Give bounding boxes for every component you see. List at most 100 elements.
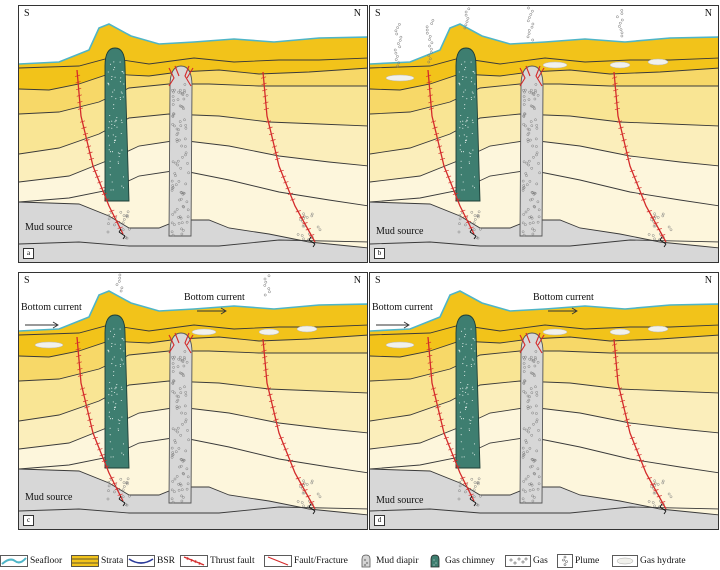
gas-dot [316,225,320,229]
diapir-dot [178,104,182,108]
gas-dot [122,485,126,488]
thrust-fault-tick [81,126,87,129]
diapir-dot [531,372,534,375]
chimney-dot [120,119,122,121]
diapir-dot [528,395,531,399]
gas-dot [302,504,305,508]
gas-hydrate [542,328,568,336]
plume-bubble [618,25,621,28]
diapir-dot [175,407,179,410]
diapir-dot [524,172,528,175]
chimney-dot [109,151,112,153]
strata-line [370,83,718,115]
bottom-current-arrowhead [571,307,578,315]
chimney-dot [474,72,476,74]
diapir-dot [528,447,532,450]
thrust-fault-tick [290,198,296,201]
diapir-dot [185,93,189,97]
gas-dot [458,480,462,484]
chimney-dot [459,388,461,390]
gas-dot [310,479,314,483]
chimney-dot [107,349,109,351]
diapir-dot [531,221,535,225]
chimney-dot [123,83,125,85]
diapir-dot [171,160,175,164]
diapir-dot [522,103,526,106]
strata-line [370,239,718,247]
gas-dot [113,223,116,227]
chimney-dot [473,454,476,456]
chimney-dot [113,141,115,143]
thrust-fault-tick [443,436,449,440]
diapir-dot [531,144,534,148]
thrust-fault-tick [646,210,652,213]
thrust-fault-tick [621,139,627,142]
thrust-fault-tick [87,418,93,421]
plume-bubble [620,18,624,22]
chimney-dot [462,123,464,126]
chimney-dot [120,344,122,346]
diapir-dot [535,391,539,394]
chimney-dot [464,371,466,373]
thrust-fault-tick [278,169,284,173]
diapir-dot [171,103,175,106]
chimney-dot [471,77,473,79]
diapir-dot [185,467,189,471]
chimney-dot [109,167,111,169]
diapir-dot [180,488,184,492]
diapir-dot [177,180,181,183]
chimney-dot [470,153,472,155]
gas-dot [653,479,656,483]
bottom-current-label-left: Bottom current [372,302,433,313]
panel-label: d [374,515,385,526]
diapir-dot [529,215,533,219]
diapir-dot [522,95,526,98]
thrust-fault-tick [263,368,269,371]
diapir-dot [533,364,537,368]
chimney-dot [112,401,114,403]
thrust-fault-tick [101,192,108,195]
gas-dot [647,233,651,236]
chimney-dot [465,333,467,335]
diapir-dot [529,355,533,359]
chimney-dot [466,119,468,121]
legend-label: Seafloor [30,556,63,566]
thrust-fault-tick [656,495,662,498]
panel-label: c [23,515,34,526]
thrust-fault-tick [260,76,267,79]
cross-section-b [370,6,718,262]
chimney-dot [462,448,464,450]
chimney-dot [114,406,117,408]
chimney-dot [464,408,466,410]
diapir-dot [171,480,175,483]
fault-fracture [168,67,175,87]
chimney-dot [465,124,467,127]
plume-bubble [115,283,119,286]
gas-dot [125,482,129,486]
gas-dot [479,227,482,231]
diapir-dot [533,356,537,359]
gas-dot [470,210,474,214]
diapir-dot [535,449,539,453]
gas-dot [458,222,461,226]
chimney-dot [111,390,113,393]
chimney-dot [466,386,468,388]
chimney-dot [116,393,118,395]
chimney-dot [120,132,122,135]
diapir-dot [530,433,534,437]
diapir-dot [533,97,537,101]
bottom-current-label-mid: Bottom current [533,292,594,303]
chimney-dot [111,78,113,80]
diapir-dot [184,124,188,127]
chimney-dot [109,160,111,162]
diapir-dot [183,350,187,353]
gas-dot [653,237,656,241]
diapir-dot [181,105,185,109]
chimney-dot [119,153,121,155]
diapir-dot [184,418,188,422]
thrust-fault [76,69,124,235]
gas-dot [119,477,123,481]
plume-bubble [464,10,468,14]
strata-line [370,334,718,358]
gas-dot [651,501,655,504]
